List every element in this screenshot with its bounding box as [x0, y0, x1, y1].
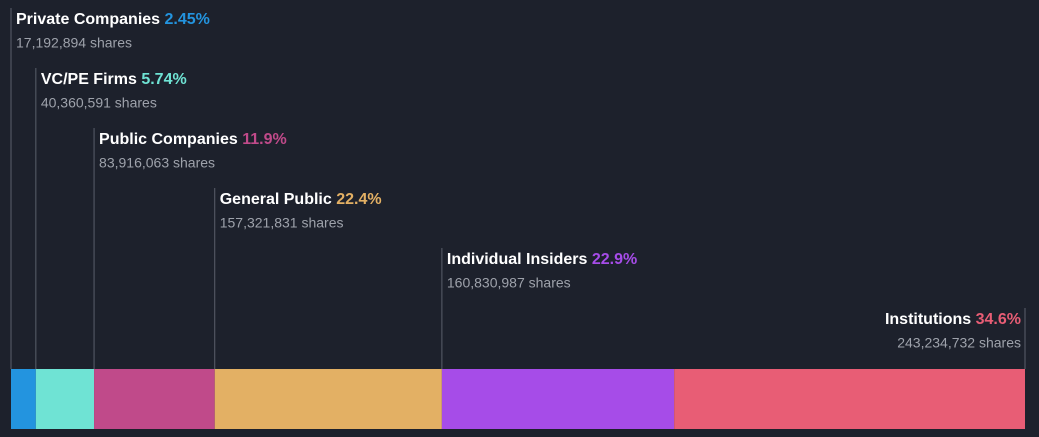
shares-label: 160,830,987 shares: [447, 275, 571, 291]
segment-label: Public Companies 11.9%: [99, 131, 287, 148]
category-name: Private Companies: [16, 11, 160, 28]
segment-label: Private Companies 2.45%: [16, 11, 210, 28]
category-name: Institutions: [885, 311, 971, 328]
shares-label: 157,321,831 shares: [220, 215, 344, 231]
bar-segment: [674, 369, 1025, 429]
percent-label: 11.9%: [242, 131, 286, 148]
bar-segment: [35, 369, 95, 429]
bar-segment: [441, 369, 675, 429]
category-name: Public Companies: [99, 131, 238, 148]
bar-segment: [94, 369, 215, 429]
shares-label: 83,916,063 shares: [99, 155, 215, 171]
percent-label: 34.6%: [976, 311, 1021, 328]
shares-label: 40,360,591 shares: [41, 95, 157, 111]
shares-label: 243,234,732 shares: [897, 335, 1021, 351]
bar-segment: [214, 369, 442, 429]
percent-label: 2.45%: [165, 11, 210, 28]
segment-label: Individual Insiders 22.9%: [447, 251, 637, 268]
segment-label: General Public 22.4%: [220, 191, 382, 208]
segment-label: VC/PE Firms 5.74%: [41, 71, 187, 88]
category-name: Individual Insiders: [447, 251, 588, 268]
bar-segment: [11, 369, 36, 429]
category-name: VC/PE Firms: [41, 71, 137, 88]
percent-label: 22.4%: [336, 191, 381, 208]
shares-label: 17,192,894 shares: [16, 35, 132, 51]
segment-label: Institutions 34.6%: [885, 311, 1021, 328]
percent-label: 5.74%: [141, 71, 186, 88]
category-name: General Public: [220, 191, 332, 208]
percent-label: 22.9%: [592, 251, 637, 268]
